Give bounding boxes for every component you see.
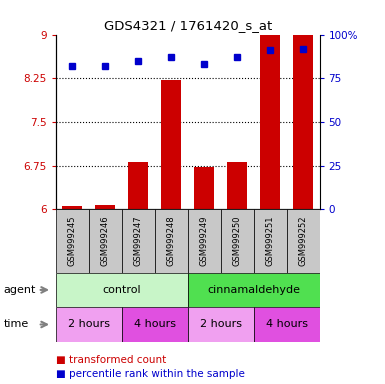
Bar <box>188 307 254 342</box>
Bar <box>122 209 155 273</box>
Bar <box>62 206 82 209</box>
Bar <box>227 162 247 209</box>
Text: 4 hours: 4 hours <box>134 319 176 329</box>
Bar <box>286 209 320 273</box>
Bar <box>155 209 188 273</box>
Bar <box>260 35 280 209</box>
Bar <box>128 162 148 209</box>
Text: GSM999252: GSM999252 <box>298 216 308 266</box>
Bar <box>188 273 320 307</box>
Text: GSM999251: GSM999251 <box>266 216 275 266</box>
Bar <box>56 307 122 342</box>
Text: cinnamaldehyde: cinnamaldehyde <box>207 285 300 295</box>
Bar <box>254 209 286 273</box>
Text: GSM999246: GSM999246 <box>101 216 110 266</box>
Text: ■ percentile rank within the sample: ■ percentile rank within the sample <box>56 369 245 379</box>
Bar <box>194 167 214 209</box>
Bar <box>56 209 89 273</box>
Text: GSM999248: GSM999248 <box>167 216 176 266</box>
Text: 2 hours: 2 hours <box>200 319 242 329</box>
Bar <box>89 209 122 273</box>
Title: GDS4321 / 1761420_s_at: GDS4321 / 1761420_s_at <box>104 19 272 32</box>
Bar <box>221 209 254 273</box>
Bar <box>188 209 221 273</box>
Text: GSM999247: GSM999247 <box>134 216 143 266</box>
Text: agent: agent <box>4 285 36 295</box>
Text: 4 hours: 4 hours <box>266 319 308 329</box>
Bar <box>293 35 313 209</box>
Bar <box>122 307 188 342</box>
Bar <box>161 80 181 209</box>
Text: time: time <box>4 319 29 329</box>
Bar <box>254 307 320 342</box>
Text: 2 hours: 2 hours <box>68 319 110 329</box>
Text: ■ transformed count: ■ transformed count <box>56 355 166 365</box>
Bar <box>95 205 115 209</box>
Text: GSM999250: GSM999250 <box>233 216 242 266</box>
Text: GSM999249: GSM999249 <box>200 216 209 266</box>
Text: GSM999245: GSM999245 <box>68 216 77 266</box>
Text: control: control <box>102 285 141 295</box>
Bar <box>56 273 188 307</box>
